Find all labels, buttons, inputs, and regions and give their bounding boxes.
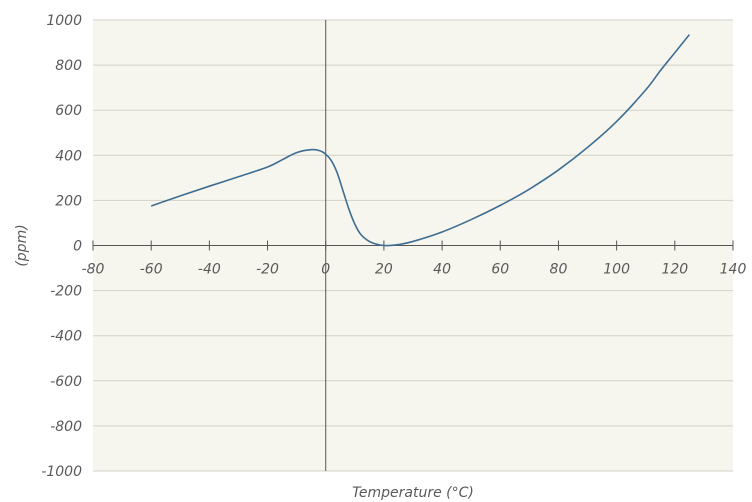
y-tick-label: 1000	[46, 13, 82, 29]
y-tick-label: -400	[50, 329, 82, 345]
x-tick-label: 120	[661, 262, 688, 278]
y-tick-label: -600	[50, 374, 82, 390]
y-tick-label: -800	[50, 419, 82, 435]
x-tick-label: 140	[720, 262, 747, 278]
x-tick-label: -40	[198, 262, 221, 278]
y-tick-label: 400	[55, 148, 82, 164]
axes	[92, 20, 734, 471]
x-tick-label: 80	[550, 262, 568, 278]
y-tick-labels: 1000 800 600 400 200 0 -200 -400 -600 -800 -1000	[41, 13, 82, 480]
y-tick-label: 0	[73, 239, 82, 255]
series-group	[150, 34, 690, 247]
y-axis-title: (ppm)	[14, 224, 30, 266]
gridlines	[93, 19, 733, 472]
x-tick-label: -20	[256, 262, 279, 278]
y-tick-label: 600	[55, 103, 82, 119]
x-tick-label: -80	[82, 262, 105, 278]
x-axis-title: Temperature (°C)	[352, 485, 474, 501]
x-tick-label: 40	[433, 262, 451, 278]
y-tick-label: 200	[55, 193, 82, 209]
x-tick-label: 100	[603, 262, 630, 278]
y-tick-label: 800	[55, 58, 82, 74]
x-tick-label: 20	[375, 262, 393, 278]
series-line	[150, 34, 690, 247]
x-tick-labels: -80 -60 -40 -20 0 20 40 60 80 100 120 140	[82, 262, 747, 278]
y-tick-label: -200	[50, 284, 82, 300]
x-tick-label: 60	[491, 262, 509, 278]
x-tick-label: -60	[140, 262, 163, 278]
y-tick-label: -1000	[41, 464, 82, 480]
x-tick-label: 0	[321, 262, 330, 278]
